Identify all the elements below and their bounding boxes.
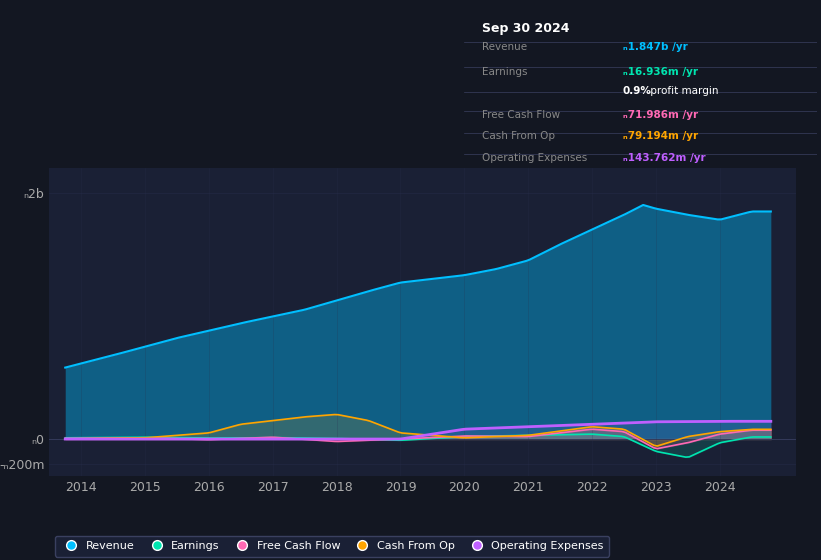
Text: ₙ16.936m /yr: ₙ16.936m /yr [622, 67, 698, 77]
Text: 0.9%: 0.9% [622, 86, 652, 96]
Text: Revenue: Revenue [481, 42, 526, 52]
Text: Free Cash Flow: Free Cash Flow [481, 110, 560, 120]
Text: Operating Expenses: Operating Expenses [481, 152, 587, 162]
Text: Earnings: Earnings [481, 67, 527, 77]
Text: profit margin: profit margin [648, 86, 719, 96]
Text: ₙ71.986m /yr: ₙ71.986m /yr [622, 110, 698, 120]
Text: ₙ79.194m /yr: ₙ79.194m /yr [622, 131, 698, 141]
Legend: Revenue, Earnings, Free Cash Flow, Cash From Op, Operating Expenses: Revenue, Earnings, Free Cash Flow, Cash … [55, 535, 609, 557]
Text: Cash From Op: Cash From Op [481, 131, 554, 141]
Text: ₙ1.847b /yr: ₙ1.847b /yr [622, 42, 687, 52]
Text: ₙ143.762m /yr: ₙ143.762m /yr [622, 152, 705, 162]
Text: Sep 30 2024: Sep 30 2024 [481, 22, 569, 35]
